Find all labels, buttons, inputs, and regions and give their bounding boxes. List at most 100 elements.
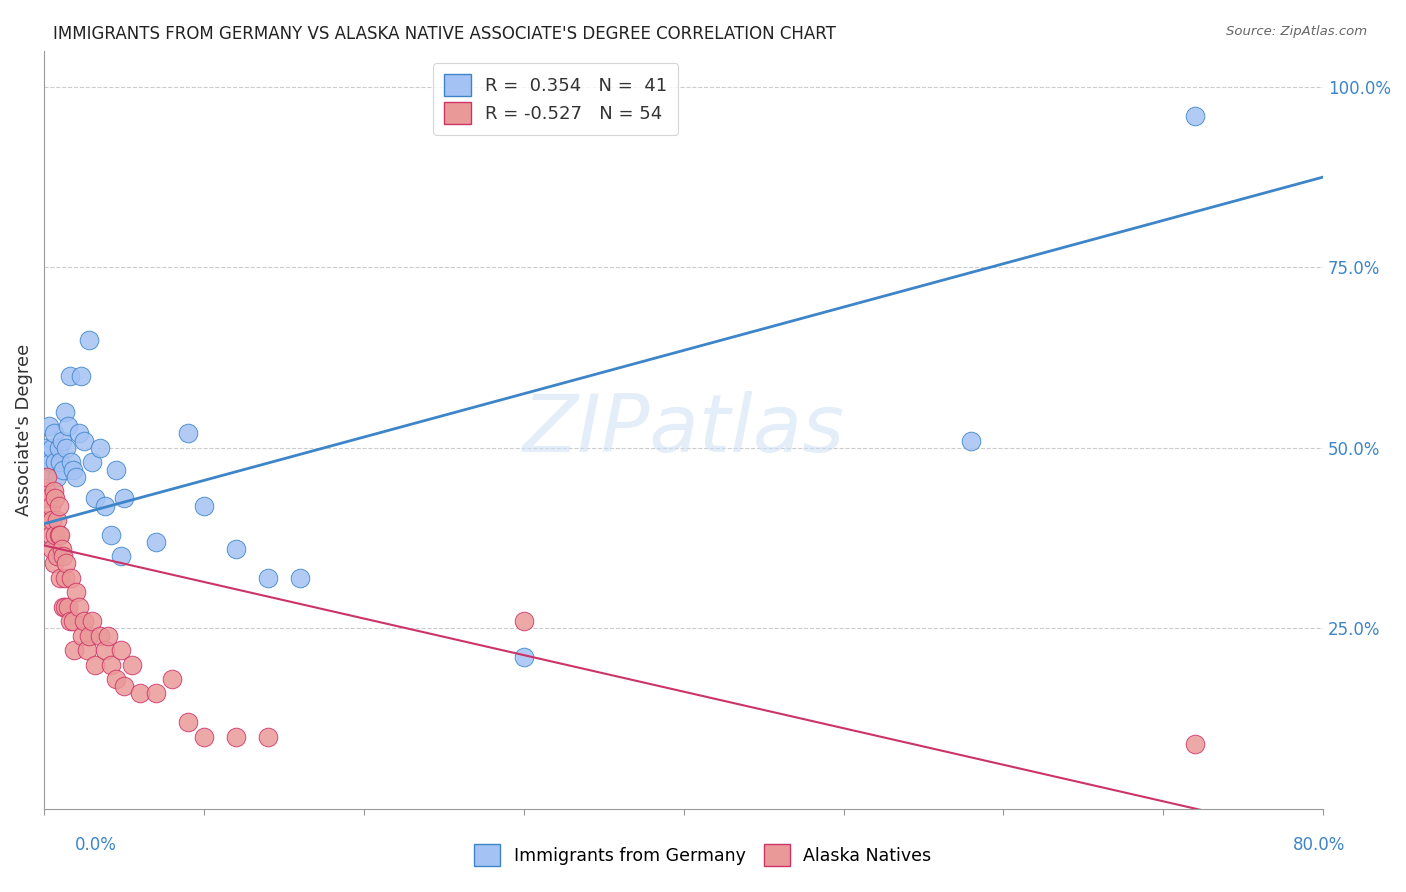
Point [84,657,107,672]
Point [52,549,75,564]
Point [35,441,58,455]
Point [80,614,103,628]
Point [48,527,70,541]
Point [59,614,82,628]
Point [257,730,280,744]
Point [105,462,128,476]
Point [63,643,86,657]
Point [145,686,167,700]
Point [39,527,62,541]
Text: ZIPatlas: ZIPatlas [523,391,845,469]
Point [37,470,59,484]
Point [177,715,200,730]
Point [62,614,84,628]
Point [53,599,76,614]
Point [65,585,87,599]
Point [94,643,117,657]
Point [177,426,200,441]
Point [225,730,247,744]
Point [65,470,87,484]
Point [49,455,72,469]
Point [89,441,111,455]
Point [60,571,83,585]
Point [45,549,67,564]
Point [39,455,62,469]
Point [44,491,66,506]
Point [112,679,135,693]
Point [129,686,152,700]
Point [110,643,132,657]
Point [45,513,67,527]
Point [80,455,103,469]
Point [160,672,183,686]
Point [257,571,280,585]
Point [55,441,77,455]
Point [44,455,66,469]
Point [45,470,67,484]
Point [60,455,83,469]
Point [38,491,60,506]
Point [67,599,90,614]
Point [48,441,70,455]
Point [70,368,93,383]
Point [42,484,65,499]
Point [59,368,82,383]
Point [100,527,122,541]
Point [77,629,100,643]
Point [41,513,63,527]
Text: 0.0%: 0.0% [75,836,117,854]
Point [52,462,75,476]
Point [105,672,128,686]
Point [49,527,72,541]
Point [100,657,122,672]
Point [89,629,111,643]
Point [193,499,215,513]
Point [38,419,60,434]
Point [37,462,59,476]
Text: Source: ZipAtlas.com: Source: ZipAtlas.com [1226,25,1367,38]
Point [1184,109,1206,123]
Y-axis label: Associate's Degree: Associate's Degree [15,343,32,516]
Point [56,599,79,614]
Point [62,462,84,476]
Point [53,405,76,419]
Point [288,571,311,585]
Point [193,730,215,744]
Point [76,643,98,657]
Point [53,571,76,585]
Point [55,557,77,571]
Point [121,657,143,672]
Point [84,491,107,506]
Point [41,541,63,556]
Point [225,541,247,556]
Point [52,599,75,614]
Point [44,527,66,541]
Point [97,629,120,643]
Point [56,419,79,434]
Point [1184,737,1206,751]
Point [51,541,73,556]
Point [110,549,132,564]
Point [67,426,90,441]
Text: 80.0%: 80.0% [1292,836,1346,854]
Point [37,513,59,527]
Legend: Immigrants from Germany, Alaska Natives: Immigrants from Germany, Alaska Natives [467,838,939,872]
Legend: R =  0.354   N =  41, R = -0.527   N = 54: R = 0.354 N = 41, R = -0.527 N = 54 [433,63,678,135]
Point [73,614,96,628]
Point [42,426,65,441]
Point [49,571,72,585]
Point [73,434,96,448]
Point [48,499,70,513]
Point [35,484,58,499]
Point [94,499,117,513]
Point [112,491,135,506]
Point [145,534,167,549]
Point [513,614,536,628]
Point [39,499,62,513]
Point [51,434,73,448]
Point [960,434,983,448]
Point [513,650,536,665]
Point [77,333,100,347]
Text: IMMIGRANTS FROM GERMANY VS ALASKA NATIVE ASSOCIATE'S DEGREE CORRELATION CHART: IMMIGRANTS FROM GERMANY VS ALASKA NATIVE… [53,25,837,43]
Point [38,448,60,462]
